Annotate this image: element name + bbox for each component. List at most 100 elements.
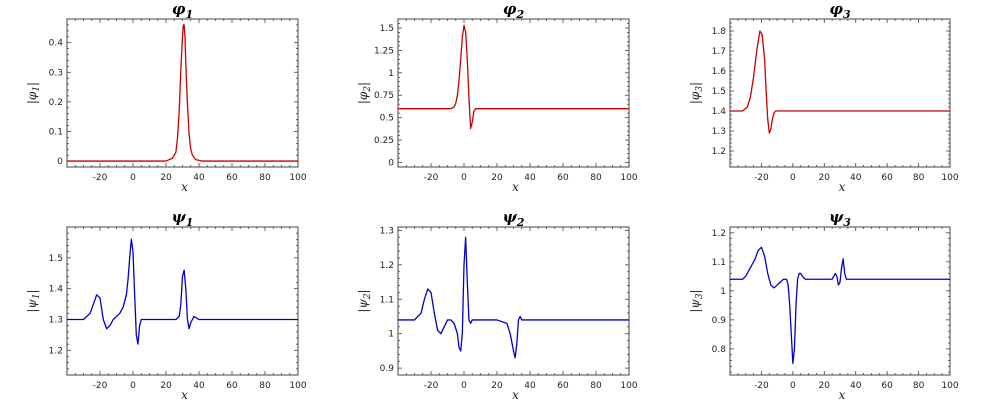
y-tick-label: 1.25 xyxy=(374,46,394,56)
y-tick-label: 1.4 xyxy=(49,285,64,295)
y-tick-label: 1.3 xyxy=(49,316,63,326)
x-tick-label: 80 xyxy=(590,381,602,391)
y-tick-label: 0.8 xyxy=(712,345,727,355)
x-tick-label: 0 xyxy=(130,173,136,183)
x-tick-label: -20 xyxy=(754,381,769,391)
x-tick-label: 20 xyxy=(160,173,172,183)
y-tick-label: 0.3 xyxy=(49,68,63,78)
x-tick-label: 40 xyxy=(524,381,536,391)
y-tick-label: 1.3 xyxy=(712,127,726,137)
y-tick-label: 1.5 xyxy=(712,87,726,97)
x-tick-label: 40 xyxy=(193,381,205,391)
y-tick-label: 0.9 xyxy=(712,316,727,326)
y-tick-label: 1.2 xyxy=(712,229,726,239)
series-line xyxy=(67,238,298,345)
x-tick-label: 40 xyxy=(850,173,862,183)
x-tick-label: 0 xyxy=(461,173,467,183)
x-tick-label: 100 xyxy=(289,381,306,391)
y-tick-label: 1.1 xyxy=(380,295,394,305)
plot-frame xyxy=(66,226,299,376)
y-tick-label: 1.2 xyxy=(712,147,726,157)
series-line xyxy=(398,236,629,359)
x-tick-label: -20 xyxy=(93,381,108,391)
series-line xyxy=(398,24,629,130)
y-tick-label: 1.1 xyxy=(712,258,726,268)
panel-title: ψ1 xyxy=(172,208,194,229)
y-tick-label: 0.5 xyxy=(380,114,394,124)
panel-title: φ1 xyxy=(172,0,193,21)
x-tick-label: 0 xyxy=(790,381,796,391)
y-tick-label: 1.4 xyxy=(712,107,727,117)
x-tick-label: 40 xyxy=(850,381,862,391)
panel-title: ψ3 xyxy=(829,208,851,229)
x-tick-label: 80 xyxy=(590,173,602,183)
y-tick-label: 0.25 xyxy=(374,136,394,146)
x-tick-label: 60 xyxy=(881,173,893,183)
y-tick-label: 0.1 xyxy=(49,127,63,137)
x-tick-label: 40 xyxy=(193,173,205,183)
y-axis-label: |ψ2| xyxy=(356,289,373,312)
x-tick-label: 100 xyxy=(620,173,637,183)
x-tick-label: 80 xyxy=(259,381,271,391)
y-tick-label: 0.2 xyxy=(49,98,63,108)
y-tick-label: 0.9 xyxy=(380,364,395,374)
x-tick-label: 0 xyxy=(130,381,136,391)
x-tick-label: 80 xyxy=(913,381,925,391)
y-tick-label: 1.2 xyxy=(380,261,394,271)
x-axis-label: x xyxy=(181,388,188,402)
y-tick-label: 1 xyxy=(720,287,726,297)
x-tick-label: 100 xyxy=(941,173,958,183)
plot-frame xyxy=(397,18,630,168)
x-tick-label: 60 xyxy=(226,173,238,183)
x-tick-label: 20 xyxy=(819,381,831,391)
y-axis-label: |ψ1| xyxy=(25,289,42,312)
x-tick-label: 80 xyxy=(259,173,271,183)
y-tick-label: 1 xyxy=(388,330,394,340)
y-tick-label: 1.2 xyxy=(49,346,63,356)
y-tick-label: 1.3 xyxy=(380,226,394,236)
y-tick-label: 1.6 xyxy=(712,67,727,77)
x-tick-label: 20 xyxy=(491,381,503,391)
y-tick-label: 1.8 xyxy=(712,27,727,37)
x-tick-label: 100 xyxy=(941,381,958,391)
y-tick-label: 0.4 xyxy=(49,39,64,49)
x-tick-label: 60 xyxy=(557,173,569,183)
plot-frame xyxy=(729,226,951,376)
y-tick-label: 1.5 xyxy=(380,24,394,34)
x-tick-label: 20 xyxy=(160,381,172,391)
x-tick-label: 0 xyxy=(790,173,796,183)
panel-6: -20 0 20 40 60 80 100 0.8 0.9 1 1.1 1.2 ψ3 x |ψ3| xyxy=(688,208,959,402)
x-axis-label: x xyxy=(512,180,519,194)
x-axis-label: x xyxy=(839,180,846,194)
x-axis-label: x xyxy=(512,388,519,402)
panel-title: φ3 xyxy=(829,0,851,21)
y-tick-label: 1.5 xyxy=(49,254,63,264)
x-tick-label: 0 xyxy=(461,381,467,391)
x-tick-label: 80 xyxy=(913,173,925,183)
y-axis-label: |ψ3| xyxy=(688,289,705,312)
panel-title: ψ2 xyxy=(503,208,525,229)
x-tick-label: 60 xyxy=(557,381,569,391)
x-tick-label: 100 xyxy=(620,381,637,391)
y-axis-label: |φ2| xyxy=(356,82,373,104)
y-tick-label: 1 xyxy=(388,69,394,79)
panel-2: -20 0 20 40 60 80 100 0 0.25 0.5 0.75 1 1.25 1.5 φ2 x |φ… xyxy=(356,0,638,194)
x-tick-label: 60 xyxy=(226,381,238,391)
x-axis-label: x xyxy=(839,388,846,402)
series-line xyxy=(730,246,950,365)
x-tick-label: -20 xyxy=(93,173,108,183)
panel-1: -20 0 20 40 60 80 100 0 0.1 0.2 0.3 0.4 φ1 x |φ1| xyxy=(25,0,307,194)
x-tick-label: -20 xyxy=(424,173,439,183)
series-line xyxy=(67,24,298,162)
x-tick-label: -20 xyxy=(424,381,439,391)
x-tick-label: 20 xyxy=(819,173,831,183)
y-tick-label: 0 xyxy=(388,159,394,169)
x-tick-label: -20 xyxy=(754,173,769,183)
y-tick-label: 0 xyxy=(57,157,63,167)
x-tick-label: 60 xyxy=(881,381,893,391)
series-line xyxy=(730,30,950,134)
x-tick-label: 40 xyxy=(524,173,536,183)
y-axis-label: |φ3| xyxy=(688,82,705,104)
x-tick-label: 100 xyxy=(289,173,306,183)
